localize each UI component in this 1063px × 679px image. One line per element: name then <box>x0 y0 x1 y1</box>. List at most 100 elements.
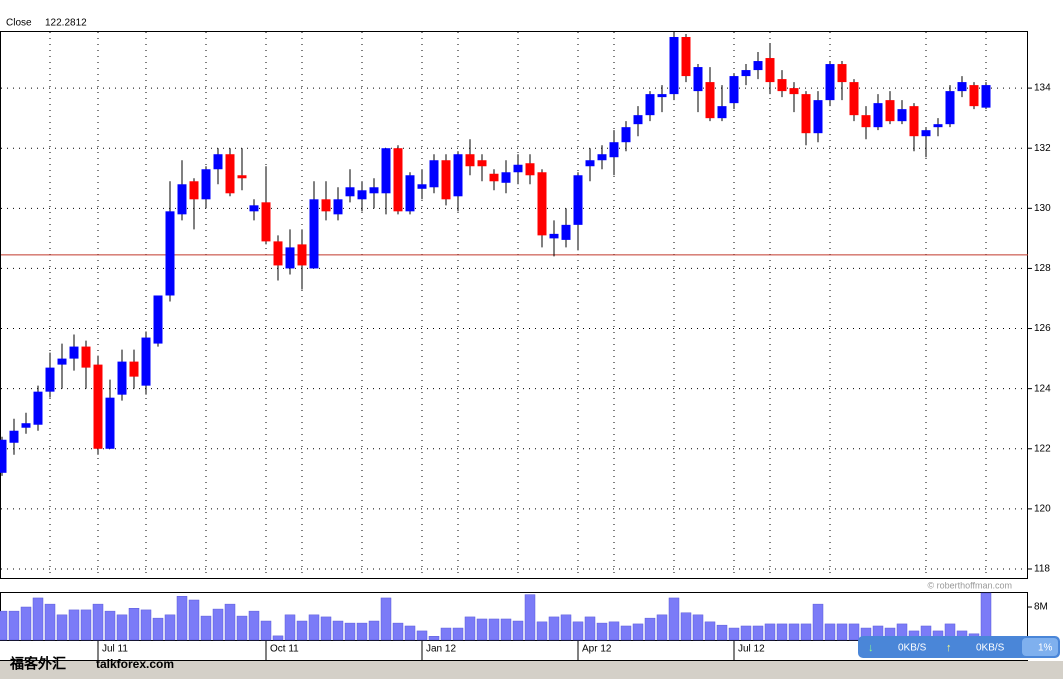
candle-body <box>597 154 607 161</box>
volume-bar <box>632 623 644 641</box>
candle-body <box>549 233 559 239</box>
site-cn: 福客外汇 <box>9 656 66 672</box>
x-tick-label: Oct 11 <box>270 644 299 655</box>
candle-body <box>981 85 991 108</box>
volume-bar <box>560 614 572 641</box>
candle-body <box>225 154 235 194</box>
widget-cpu-bg <box>1022 638 1058 656</box>
candle-body <box>393 148 403 212</box>
widget-bg <box>858 636 1060 658</box>
candle-body <box>381 148 391 194</box>
y-tick-label: 130 <box>1034 203 1051 214</box>
candle-body <box>813 100 823 134</box>
candle-body <box>369 187 379 194</box>
volume-bar <box>200 615 212 641</box>
candle-body <box>537 172 547 236</box>
candle-body <box>417 184 427 189</box>
y-tick-label: 118 <box>1034 564 1050 575</box>
candle-body <box>153 295 163 344</box>
candle-body <box>945 91 955 125</box>
volume-bar <box>164 614 176 641</box>
volume-bar <box>284 614 296 641</box>
candle-body <box>921 130 931 137</box>
candle-body <box>9 430 19 443</box>
x-tick-label: Jan 12 <box>426 644 456 655</box>
volume-bar <box>68 609 80 641</box>
volume-bar <box>128 608 140 641</box>
candle-body <box>801 94 811 134</box>
volume-bar <box>452 627 464 641</box>
volume-bar <box>344 622 356 641</box>
candle-body <box>741 70 751 77</box>
candle-body <box>489 173 499 182</box>
volume-bar <box>812 603 824 641</box>
y-tick-label: 8M <box>1034 602 1048 613</box>
candle-body <box>825 64 835 101</box>
y-tick-label: 128 <box>1034 263 1051 274</box>
candle-body <box>21 423 31 428</box>
volume-bar <box>848 623 860 641</box>
candle-body <box>213 154 223 170</box>
widget-cpu: 1% <box>1038 643 1053 654</box>
header-label: Close <box>6 18 32 29</box>
candle-body <box>345 187 355 197</box>
volume-bar <box>644 617 656 641</box>
volume-bar <box>584 616 596 641</box>
candle-body <box>177 184 187 215</box>
y-tick-label: 126 <box>1034 323 1051 334</box>
volume-bar <box>824 623 836 641</box>
candle-body <box>357 190 367 200</box>
volume-bar <box>572 621 584 641</box>
candle-body <box>465 154 475 167</box>
candle-body <box>141 337 151 386</box>
volume-bar <box>152 617 164 641</box>
volume-bar <box>368 620 380 641</box>
candle-body <box>429 160 439 188</box>
volume-bar <box>440 627 452 641</box>
candle-body <box>321 199 331 212</box>
volume-bar <box>212 608 224 641</box>
volume-bar <box>668 597 680 641</box>
volume-bar <box>500 618 512 641</box>
candle-body <box>885 100 895 122</box>
candle-body <box>249 205 259 212</box>
candle-body <box>573 175 583 225</box>
candle-body <box>849 82 859 116</box>
candle-body <box>753 61 763 71</box>
y-tick-label: 120 <box>1034 504 1051 515</box>
candle-body <box>609 142 619 158</box>
candle-body <box>837 64 847 83</box>
volume-bar <box>416 630 428 641</box>
candle-body <box>81 346 91 368</box>
candle-body <box>873 103 883 128</box>
candle-body <box>93 364 103 449</box>
candle-body <box>129 361 139 377</box>
volume-bar <box>716 624 728 641</box>
volume-bar <box>8 610 20 641</box>
volume-bar <box>476 618 488 641</box>
volume-bar <box>488 618 500 641</box>
candle-body <box>261 202 271 242</box>
volume-bar <box>788 623 800 641</box>
candle-body <box>285 247 295 269</box>
volume-bar <box>800 623 812 641</box>
volume-bar <box>56 614 68 641</box>
candle-body <box>513 164 523 173</box>
candle-body <box>717 106 727 119</box>
x-tick-label: Apr 12 <box>582 644 612 655</box>
volume-bar <box>620 625 632 641</box>
candle-body <box>441 160 451 200</box>
volume-bar <box>404 625 416 641</box>
candle-body <box>633 115 643 125</box>
net-widget: ↓ ↑ 0KB/S 0KB/S 1% <box>858 636 1060 658</box>
y-tick-label: 132 <box>1034 143 1051 154</box>
volume-bar <box>272 635 284 641</box>
volume-bar <box>32 597 44 641</box>
volume-bar <box>524 594 536 641</box>
candle-body <box>309 199 319 269</box>
candle-body <box>669 37 679 95</box>
site: talkforex.com <box>96 657 174 671</box>
volume-bar <box>44 603 56 641</box>
volume-bar <box>260 620 272 641</box>
candle-body <box>189 181 199 200</box>
